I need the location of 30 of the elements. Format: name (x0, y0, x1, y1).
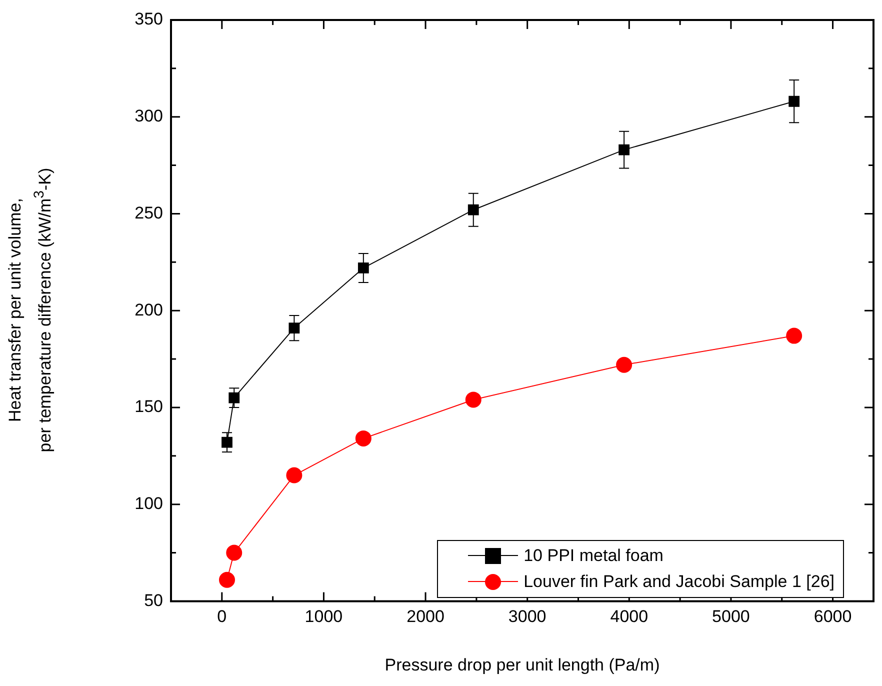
x-tick-label: 0 (217, 607, 227, 626)
y-tick-label: 250 (134, 203, 163, 222)
y-tick-label: 350 (134, 10, 163, 29)
x-axis-title: Pressure drop per unit length (Pa/m) (384, 655, 660, 674)
x-tick-label: 5000 (712, 607, 750, 626)
point (786, 328, 802, 344)
x-tick-label: 3000 (508, 607, 546, 626)
point (226, 544, 242, 561)
point (288, 322, 300, 334)
point (788, 96, 800, 107)
y-tick-label: 200 (134, 300, 163, 320)
point (218, 572, 235, 588)
legend-label: Louver fin Park and Jacobi Sample 1 [26] (524, 572, 834, 592)
x-tick-label: 1000 (304, 607, 343, 626)
point (468, 204, 479, 216)
y-tick-label: 50 (144, 590, 163, 610)
point (618, 144, 630, 156)
point (465, 392, 482, 408)
point (358, 262, 369, 274)
point (355, 430, 372, 446)
point (616, 356, 632, 373)
x-tick-label: 2000 (406, 607, 444, 626)
legend-label: 10 PPI metal foam (524, 546, 664, 566)
x-tick-label: 6000 (814, 607, 852, 626)
point (286, 467, 302, 484)
y-tick-label: 300 (134, 106, 163, 126)
point (222, 436, 232, 448)
y-tick-label: 150 (134, 397, 163, 416)
x-tick-label: 4000 (610, 607, 648, 626)
y-tick-label: 100 (134, 494, 163, 514)
